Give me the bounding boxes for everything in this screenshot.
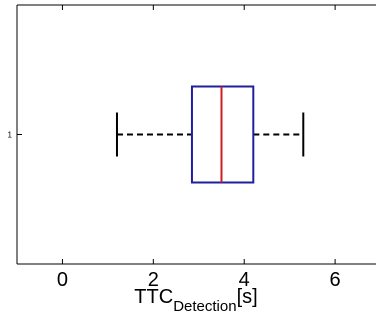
- x-axis-label-sub: Detection: [173, 298, 236, 315]
- boxes: [115, 85, 305, 184]
- y-ticks: 1: [8, 131, 22, 140]
- x-axis-label: TTCDetection[s]: [134, 286, 257, 315]
- x-tick-label: 2: [148, 269, 159, 291]
- y-tick-label: 1: [8, 131, 13, 140]
- x-tick-label: 0: [57, 269, 68, 291]
- x-ticks: 0 2 4 6: [57, 5, 341, 291]
- x-axis-label-suffix: [s]: [237, 286, 258, 308]
- iqr-box: [190, 85, 255, 184]
- x-axis-label-main: TTC: [134, 286, 173, 308]
- x-tick-label: 4: [239, 269, 250, 291]
- plot-area: [17, 5, 376, 264]
- x-tick-label: 6: [330, 269, 341, 291]
